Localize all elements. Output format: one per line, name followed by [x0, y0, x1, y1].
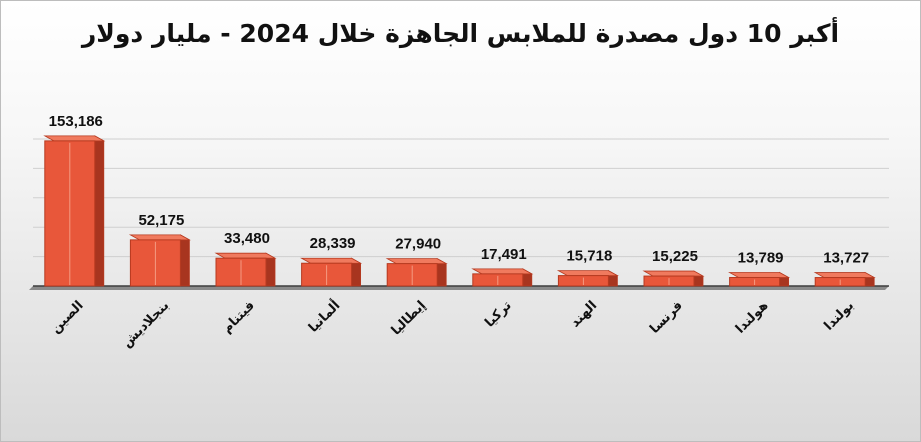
value-label: 13,789: [738, 249, 784, 266]
bar: [43, 135, 106, 287]
value-label: 15,718: [566, 248, 612, 265]
bar-side: [179, 234, 190, 287]
bar: [128, 234, 191, 287]
bar-top: [43, 135, 106, 142]
value-label: 13,727: [823, 250, 869, 267]
bar-top: [642, 270, 705, 277]
bar: [813, 271, 876, 287]
category-label: ألمانيا: [305, 297, 344, 336]
bar: [385, 257, 448, 287]
value-labels: 153,186 52,175 33,480 28,339 27,940 17,491 15,…: [49, 113, 869, 267]
bar-top: [300, 257, 363, 264]
category-label: فيتنام: [220, 298, 258, 336]
value-label: 33,480: [224, 230, 270, 247]
value-label: 15,225: [652, 248, 698, 265]
value-label: 17,491: [481, 246, 527, 263]
bar-side: [94, 135, 105, 287]
bar-top: [214, 252, 277, 259]
category-label: هولندا: [733, 298, 771, 336]
bar-top: [385, 258, 448, 265]
bar: [471, 268, 534, 287]
value-label: 28,339: [310, 235, 356, 252]
bar: [214, 252, 277, 287]
value-label: 153,186: [49, 113, 103, 130]
bar-top: [556, 270, 619, 276]
bar-top: [471, 268, 534, 275]
bar-top: [128, 234, 191, 241]
bar-top: [728, 272, 791, 278]
bar: [728, 271, 791, 287]
chart-title: أكبر 10 دول مصدرة للملابس الجاهزة خلال 2…: [81, 19, 840, 48]
category-labels: الصين بنجلاديش فيتنام ألمانيا إيطاليا تركيا ال…: [48, 297, 857, 351]
bar-top: [813, 272, 876, 278]
category-label: فرنسا: [647, 298, 686, 337]
value-label: 27,940: [395, 236, 441, 253]
category-label: بولندا: [822, 298, 857, 333]
bar: [300, 257, 363, 287]
category-label: الصين: [48, 298, 86, 336]
category-label: بنجلاديش: [120, 298, 173, 351]
category-label: إيطاليا: [389, 298, 429, 338]
category-label: تركيا: [482, 298, 514, 330]
bar: [556, 269, 619, 287]
bar: [642, 270, 705, 287]
category-label: الهند: [568, 298, 600, 330]
bars: [43, 135, 876, 287]
value-label: 52,175: [138, 212, 184, 229]
chart-floor: [29, 286, 889, 290]
